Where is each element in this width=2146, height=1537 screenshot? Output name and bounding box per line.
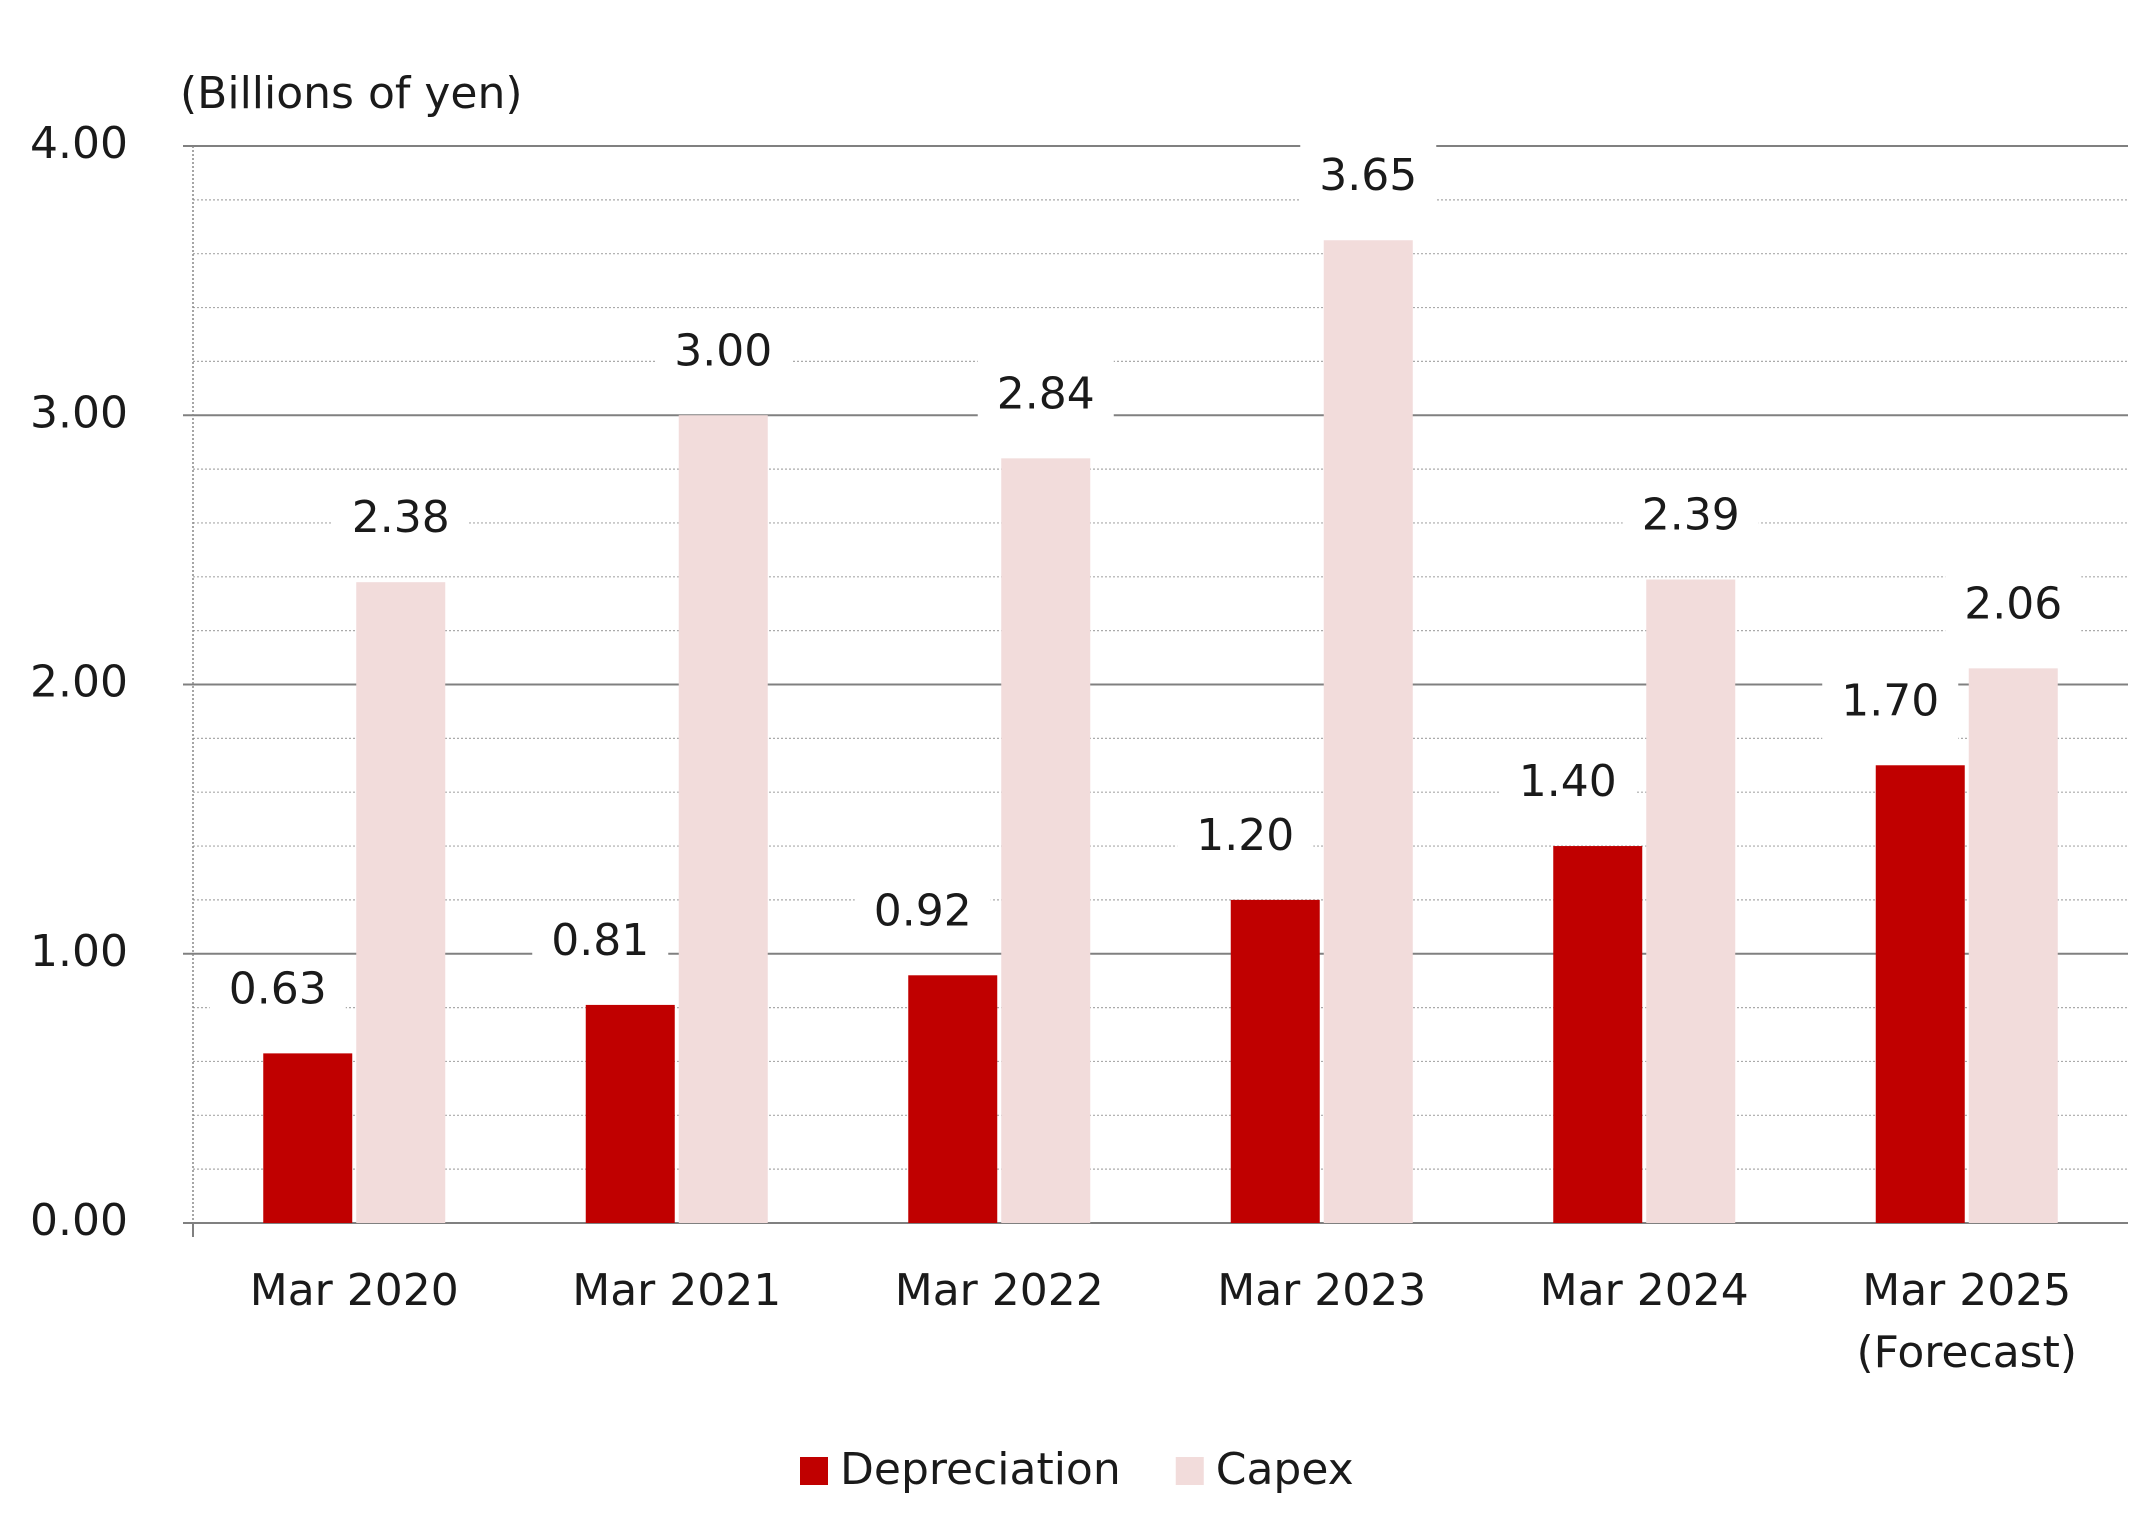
bar [1968, 668, 2058, 1223]
x-tick-label-line: Mar 2024 [1540, 1265, 1749, 1316]
data-label: 1.40 [1519, 756, 1617, 807]
x-tick-label: Mar 2025 (Forecast) [1856, 1265, 2077, 1378]
label-bg [332, 484, 469, 557]
label-bg [1177, 801, 1314, 874]
legend-label: Capex [1216, 1444, 1354, 1495]
y-tick-label: 3.00 [30, 387, 128, 438]
x-tick-label-line: Mar 2022 [895, 1265, 1104, 1316]
bar [678, 415, 768, 1223]
label-bg [209, 955, 346, 1028]
label-bg [655, 317, 792, 390]
label-bg [1822, 667, 1959, 740]
y-tick-label: 1.00 [30, 926, 128, 977]
legend-swatch [1175, 1457, 1204, 1485]
bar [1230, 899, 1320, 1223]
bar [1553, 846, 1643, 1223]
x-tick-label: Mar 2023 [1217, 1265, 1426, 1316]
legend-swatch [800, 1457, 828, 1485]
bar [1646, 579, 1736, 1223]
bar [1323, 240, 1413, 1224]
label-bg [854, 877, 991, 950]
y-tick-label: 4.00 [30, 118, 128, 169]
bar [263, 1053, 353, 1223]
data-label: 3.00 [674, 325, 772, 376]
data-label: 0.92 [874, 885, 972, 936]
x-tick-label-line: Mar 2025 [1862, 1265, 2071, 1316]
y-tick-label: 0.00 [30, 1195, 128, 1246]
data-label: 2.38 [352, 492, 450, 543]
bar [908, 975, 998, 1223]
label-bg [977, 360, 1114, 433]
bar [1875, 765, 1965, 1223]
x-tick-label: Mar 2022 [895, 1265, 1104, 1316]
label-bg [1300, 142, 1437, 215]
x-tick-label: Mar 2021 [572, 1265, 781, 1316]
bar [585, 1004, 675, 1223]
x-tick-label-line: Mar 2020 [250, 1265, 459, 1316]
legend-label: Depreciation [840, 1444, 1121, 1495]
bar [356, 582, 446, 1223]
data-label: 1.20 [1196, 810, 1294, 861]
label-bg [1499, 748, 1636, 821]
data-label: 3.65 [1319, 150, 1417, 201]
data-label: 2.06 [1964, 578, 2062, 629]
data-label: 1.70 [1841, 675, 1939, 726]
y-tick-label: 2.00 [30, 657, 128, 708]
label-bg [1945, 570, 2082, 643]
x-tick-label-line: (Forecast) [1856, 1327, 2077, 1378]
data-label: 0.63 [229, 963, 327, 1014]
x-tick-label-line: Mar 2023 [1217, 1265, 1426, 1316]
data-label: 2.84 [997, 368, 1095, 419]
x-tick-label: Mar 2024 [1540, 1265, 1749, 1316]
x-tick-label-line: Mar 2021 [572, 1265, 781, 1316]
data-label: 0.81 [551, 915, 649, 966]
data-label: 2.39 [1642, 489, 1740, 540]
bar [1001, 458, 1091, 1224]
y-axis-label: (Billions of yen) [180, 68, 523, 119]
x-tick-label: Mar 2020 [250, 1265, 459, 1316]
label-bg [532, 906, 669, 979]
label-bg [1622, 481, 1759, 554]
